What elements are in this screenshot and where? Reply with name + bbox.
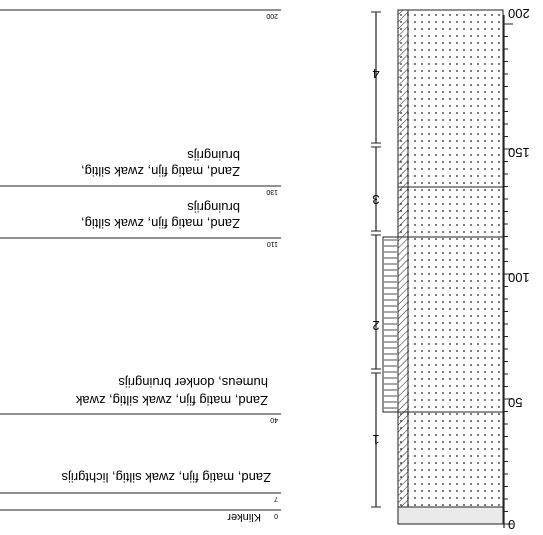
layer-fill-sand-130 (397, 9, 504, 188)
depth-label-150: 150 (508, 145, 530, 160)
layer-fill-klinker (397, 506, 504, 525)
depth-ticks (503, 23, 513, 525)
sample-label-1: 1 (372, 432, 379, 447)
layer-desc-humeus-line2: humeus, donker bruingrijs (118, 375, 268, 390)
sample-label-4: 4 (372, 66, 379, 81)
layer-desc-humeus-line1: Zand, matig fijn, zwak siltig, zwak (75, 393, 268, 408)
layer-desc-klinker: Klinker (227, 511, 261, 523)
depth-label-0: 0 (508, 517, 515, 532)
layer-descriptions: 0 Klinker 7 Zand, matig fijn, zwak silti… (0, 9, 281, 523)
hatch-strip-lower (397, 411, 409, 508)
sample-label-2: 2 (372, 318, 379, 333)
layer-desc-lichtgrijs: Zand, matig fijn, zwak siltig, lichtgrij… (61, 470, 271, 485)
depth-label-100: 100 (508, 270, 530, 285)
layer-humeus-band (382, 236, 399, 413)
depth-axis: 0 50 100 150 200 (503, 6, 530, 532)
layer-top-200: 200 (266, 12, 278, 19)
layer-desc-130-line2: bruingrijs (187, 148, 240, 163)
depth-label-200: 200 (508, 6, 530, 21)
layer-desc-110-line1: Zand, matig fijn, zwak siltig, (81, 216, 240, 231)
layer-fill-sand-lichtgrijs (397, 411, 504, 508)
layer-desc-110-line2: bruingrijs (187, 200, 240, 215)
lithology-column (382, 9, 504, 525)
layer-top-130: 130 (266, 188, 278, 195)
sample-intervals: 1 2 3 4 (371, 11, 381, 508)
layer-fill-sand-dots (407, 236, 504, 413)
layer-top-40: 40 (270, 416, 278, 423)
sample-label-3: 3 (372, 192, 379, 207)
hatch-strip-upper (397, 9, 409, 238)
depth-label-50: 50 (508, 395, 522, 410)
layer-fill-sand-110 (397, 186, 504, 238)
layer-top-110: 110 (267, 240, 278, 247)
layer-fill-humeus-hatch (397, 236, 409, 413)
humeus-marks (384, 239, 397, 409)
layer-desc-130-line1: Zand, matig fijn, zwak siltig, (81, 164, 240, 179)
layer-top-7: 7 (274, 495, 278, 502)
layer-top-0: 0 (274, 512, 278, 519)
